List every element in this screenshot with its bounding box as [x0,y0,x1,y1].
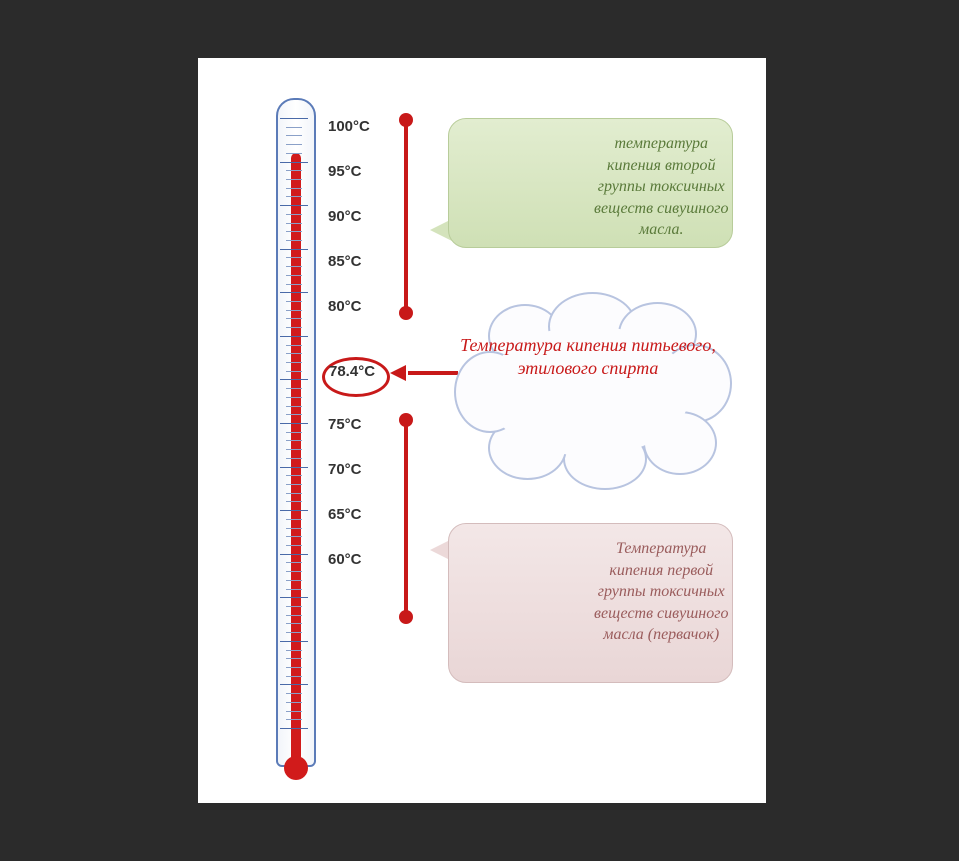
minor-tick [286,702,302,703]
minor-tick [286,196,302,197]
minor-tick [286,571,302,572]
minor-tick [286,440,302,441]
minor-tick [286,406,302,407]
scale-label: 95°C [328,163,388,180]
major-tick [280,118,308,119]
minor-tick [286,231,302,232]
minor-tick [286,135,302,136]
minor-tick [286,371,302,372]
scale-label: 100°C [328,118,388,135]
minor-tick [286,257,302,258]
minor-tick [286,658,302,659]
minor-tick [286,632,302,633]
minor-tick [286,153,302,154]
minor-tick [286,318,302,319]
minor-tick [286,519,302,520]
minor-tick [286,188,302,189]
major-tick [280,510,308,511]
callout-lower: Температура кипения первой группы токсич… [448,523,733,683]
major-tick [280,336,308,337]
minor-tick [286,240,302,241]
minor-tick [286,275,302,276]
minor-tick [286,214,302,215]
minor-tick [286,449,302,450]
minor-tick [286,536,302,537]
major-tick [280,249,308,250]
minor-tick [286,179,302,180]
minor-tick [286,719,302,720]
minor-tick [286,606,302,607]
callout-middle-cloud: Температура кипения питьевого, этилового… [448,296,728,486]
minor-tick [286,667,302,668]
minor-tick [286,223,302,224]
callout-lower-text: Температура кипения первой группы токсич… [591,538,733,646]
major-tick [280,641,308,642]
major-tick [280,684,308,685]
scale-label: 90°C [328,208,388,225]
callout-middle-text: Температура кипения питьевого, этилового… [448,334,728,381]
minor-tick [286,327,302,328]
minor-tick [286,676,302,677]
scale-label: 85°C [328,253,388,270]
minor-tick [286,711,302,712]
minor-tick [286,528,302,529]
minor-tick [286,623,302,624]
minor-tick [286,388,302,389]
callout-upper: температура кипения второй группы токсич… [448,118,733,248]
bracket-upper-line [404,120,408,310]
minor-tick [286,545,302,546]
minor-tick [286,432,302,433]
minor-tick [286,493,302,494]
bracket-lower-bottom-cap [399,610,413,624]
arrow-head-78 [390,365,406,381]
major-tick [280,162,308,163]
highlight-label: 78.4°C [329,363,375,380]
callout-upper-text: температура кипения второй группы токсич… [591,133,733,241]
scale-label: 75°C [328,416,388,433]
major-tick [280,467,308,468]
scale-label: 70°C [328,461,388,478]
minor-tick [286,580,302,581]
minor-tick [286,562,302,563]
minor-tick [286,345,302,346]
minor-tick [286,266,302,267]
minor-tick [286,414,302,415]
minor-tick [286,284,302,285]
minor-tick [286,310,302,311]
major-tick [280,554,308,555]
bracket-upper-bottom-cap [399,306,413,320]
scale-label: 60°C [328,551,388,568]
minor-tick [286,353,302,354]
major-tick [280,423,308,424]
minor-tick [286,170,302,171]
major-tick [280,292,308,293]
minor-tick [286,127,302,128]
scale-label: 65°C [328,506,388,523]
minor-tick [286,362,302,363]
minor-tick [286,615,302,616]
major-tick [280,728,308,729]
scale-label: 80°C [328,298,388,315]
minor-tick [286,484,302,485]
minor-tick [286,693,302,694]
minor-tick [286,589,302,590]
infographic-canvas: 100°C 95°C 90°C 85°C 80°C 75°C 70°C 65°C 60°C 78… [198,58,766,803]
minor-tick [286,397,302,398]
major-tick [280,205,308,206]
minor-tick [286,301,302,302]
minor-tick [286,144,302,145]
minor-tick [286,650,302,651]
thermometer-ticks [280,118,308,728]
minor-tick [286,458,302,459]
thermometer-bulb [284,756,308,780]
bracket-lower-line [404,420,408,614]
minor-tick [286,501,302,502]
major-tick [280,597,308,598]
major-tick [280,379,308,380]
minor-tick [286,475,302,476]
